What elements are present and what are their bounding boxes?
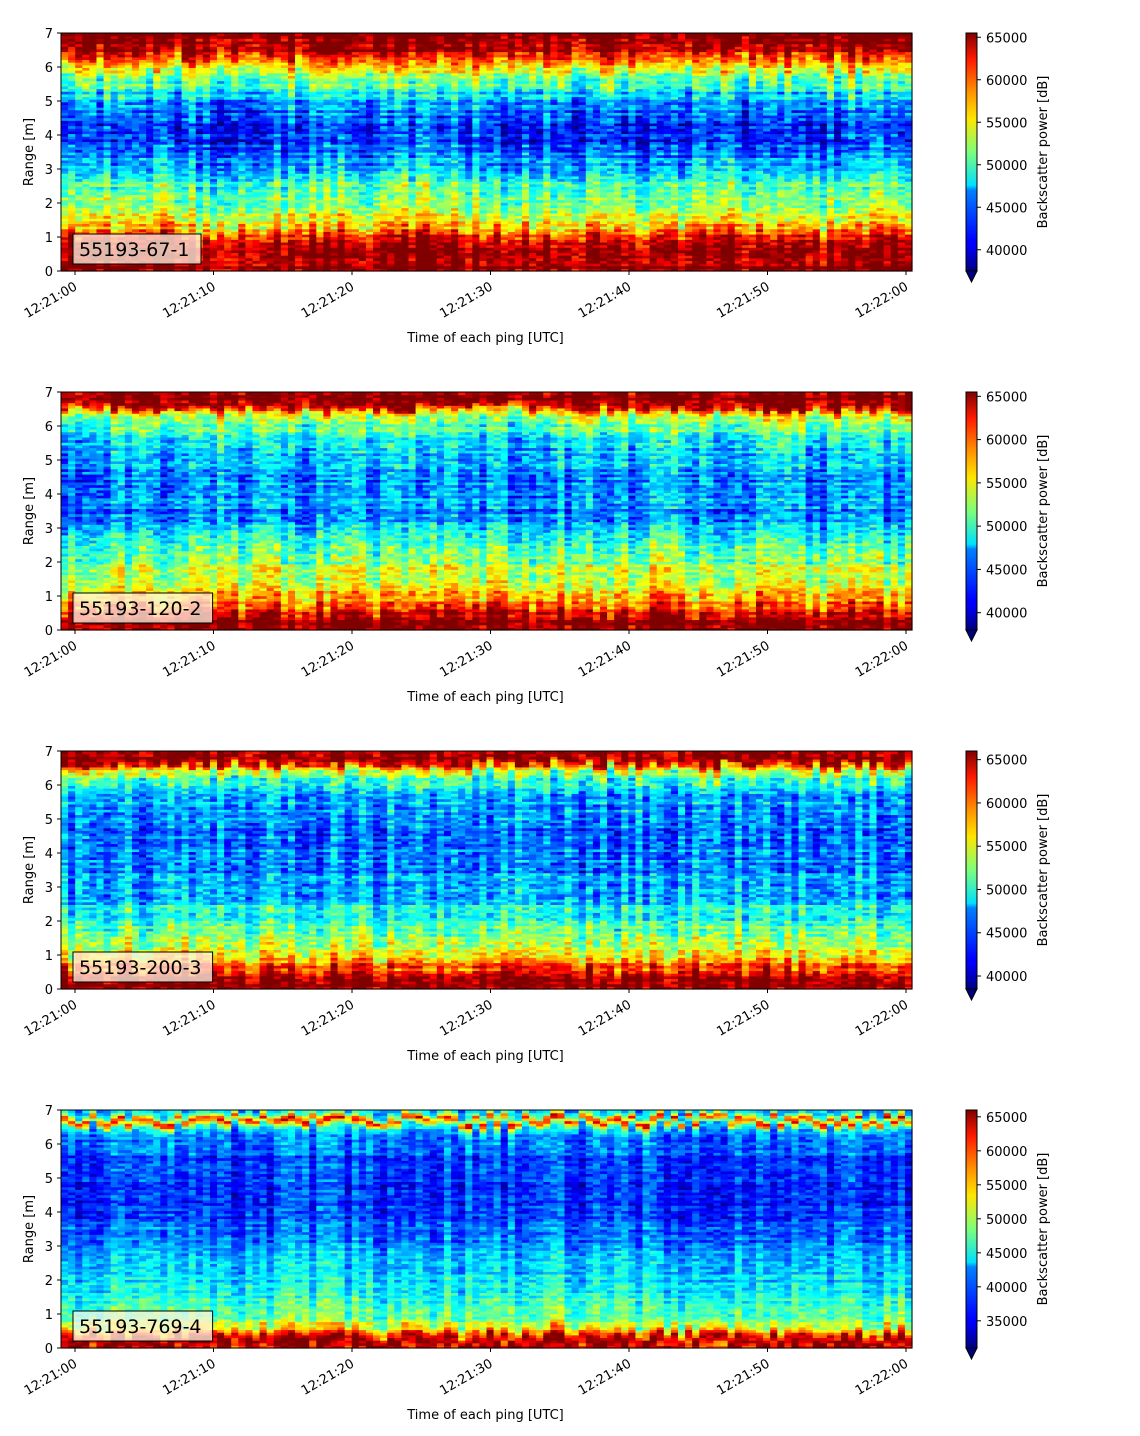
panel-1: 01234567Range [m]12:21:00 12:21:10 12:21:2…: [22, 27, 1051, 346]
